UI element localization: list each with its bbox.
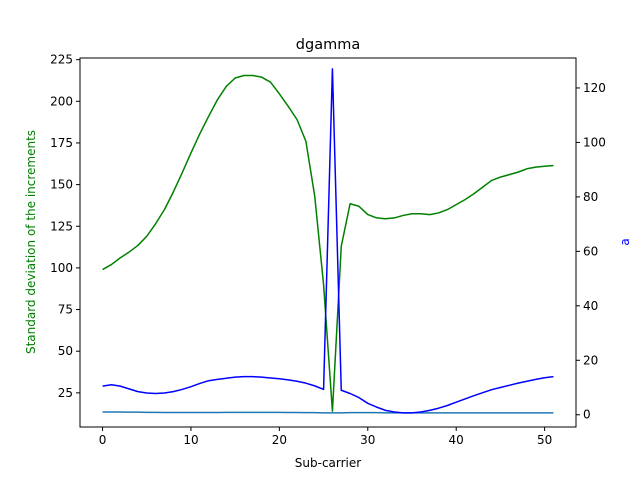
chart-title: dgamma <box>296 37 360 53</box>
right-y-tick-label: 100 <box>583 135 606 149</box>
right-y-tick-label: 0 <box>583 408 591 422</box>
x-tick-label: 50 <box>537 433 552 447</box>
left-y-tick-label: 75 <box>58 303 73 317</box>
right-y-tick-label: 40 <box>583 299 598 313</box>
left-y-tick-label: 225 <box>50 53 73 67</box>
left-y-tick-label: 25 <box>58 386 73 400</box>
x-tick-label: 20 <box>272 433 287 447</box>
x-tick-label: 0 <box>99 433 107 447</box>
plot-frame <box>79 57 577 428</box>
right-y-tick-label: 80 <box>583 190 598 204</box>
left-y-tick-label: 125 <box>50 219 73 233</box>
x-tick-label: 40 <box>449 433 464 447</box>
left-y-tick-label: 50 <box>58 344 73 358</box>
right-y-axis: 0 20 40 60 80 100 120 <box>576 81 606 422</box>
x-tick-label: 30 <box>360 433 375 447</box>
left-y-tick-label: 200 <box>50 94 73 108</box>
x-axis: 0 10 20 30 40 50 <box>99 427 552 447</box>
left-y-tick-label: 150 <box>50 178 73 192</box>
x-axis-label: Sub-carrier <box>295 456 361 470</box>
right-y-axis-label: a <box>618 238 632 245</box>
series-line-1 <box>102 74 554 412</box>
right-y-tick-label: 60 <box>583 244 598 258</box>
series-line-2 <box>102 411 554 414</box>
left-y-tick-label: 175 <box>50 136 73 150</box>
right-y-tick-label: 20 <box>583 353 598 367</box>
series-layer <box>102 68 554 414</box>
x-tick-label: 10 <box>183 433 198 447</box>
left-y-tick-label: 100 <box>50 261 73 275</box>
series-line-3 <box>102 68 554 414</box>
left-y-axis-label: Standard deviation of the increments <box>24 130 38 354</box>
left-y-axis: 25 50 75 100 125 150 175 200 225 <box>50 53 80 400</box>
right-y-tick-label: 120 <box>583 81 606 95</box>
